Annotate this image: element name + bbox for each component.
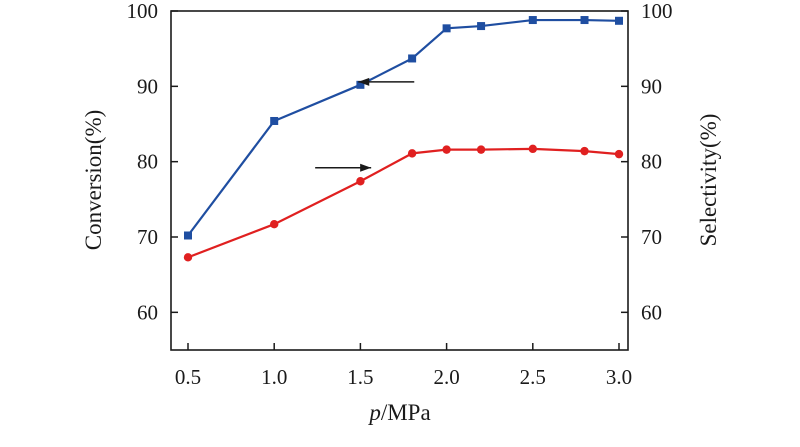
conversion-point (408, 54, 417, 63)
conversion-point (270, 116, 279, 125)
x-tick-label: 3.0 (606, 365, 632, 389)
conversion-point (356, 80, 365, 89)
conversion-point (442, 24, 451, 33)
selectivity-point (356, 177, 365, 186)
conversion-point (580, 16, 589, 25)
conversion-point (184, 231, 192, 240)
y-tick-label-left: 90 (137, 74, 158, 98)
y-tick-label-left: 60 (137, 300, 158, 324)
selectivity-point (407, 149, 417, 158)
x-tick-label: 1.5 (347, 365, 373, 389)
selectivity-line (187, 147, 620, 259)
x-tick-label: 2.5 (520, 365, 546, 389)
ticks-layer: 0.5 1.0 1.5 2.0 2.5 3.0 60 60 70 70 80 80 90 90 100 100 (127, 0, 673, 389)
conversion-point (615, 16, 623, 25)
selectivity-point (580, 146, 589, 156)
arrow-left-icon (358, 77, 370, 86)
y-tick-label-right: 100 (641, 0, 673, 23)
y-tick-label-right: 80 (641, 150, 662, 174)
y-axis-label-left: Conversion(%) (81, 110, 106, 251)
y-tick-label-left: 70 (137, 225, 158, 249)
y-axis-label-right: Selectivity(%) (696, 114, 721, 247)
x-tick-label: 2.0 (433, 365, 459, 389)
conversion-line (187, 18, 620, 237)
y-tick-label-right: 90 (641, 74, 662, 98)
plot-frame (170, 10, 629, 351)
arrow-right-icon (360, 163, 372, 172)
annotation-layer (315, 77, 415, 172)
series-layer (183, 16, 624, 262)
y-tick-label-left: 80 (137, 150, 158, 174)
selectivity-point (442, 145, 451, 154)
selectivity-point (528, 144, 537, 154)
selectivity-point (476, 145, 486, 154)
y-tick-label-right: 70 (641, 225, 662, 249)
x-axis-label: p/MPa (367, 400, 430, 425)
conversion-point (477, 22, 486, 31)
x-tick-label: 0.5 (175, 365, 201, 389)
selectivity-point (270, 219, 279, 229)
y-tick-label-right: 60 (641, 300, 662, 324)
x-tick-label: 1.0 (261, 365, 287, 389)
y-tick-label-left: 100 (127, 0, 159, 23)
selectivity-point (183, 253, 193, 262)
selectivity-point (614, 149, 624, 159)
conversion-point (528, 16, 537, 25)
